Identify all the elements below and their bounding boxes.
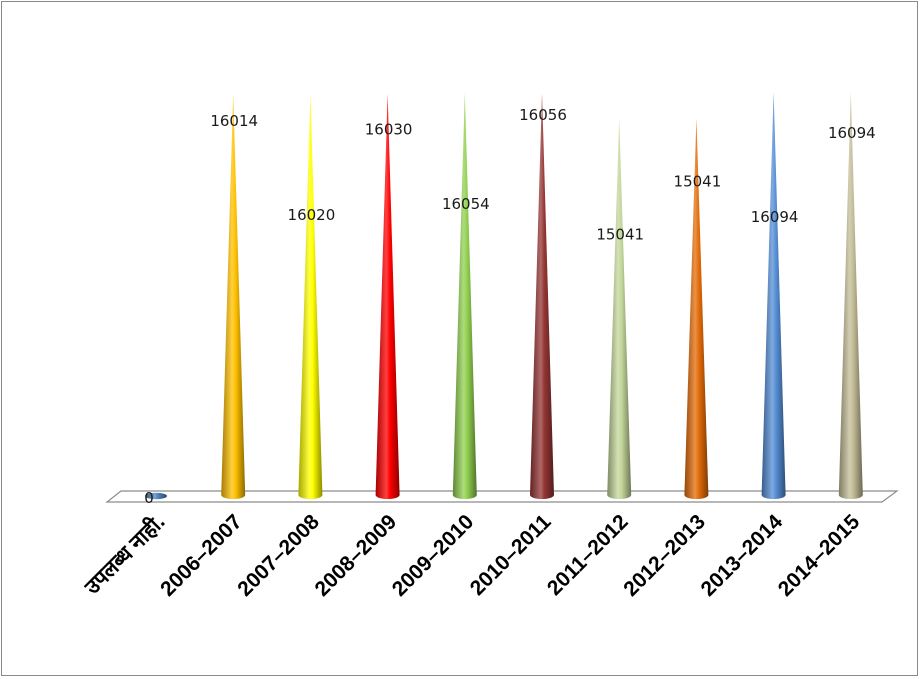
- data-label: 16094: [751, 208, 799, 226]
- x-tick-label: 2012–2013: [619, 510, 710, 601]
- x-tick-labels-layer: उपलब्ध नाही.2006–20072007–20082008–20092…: [79, 509, 865, 601]
- data-label: 16020: [288, 206, 336, 224]
- cone-2013–2014: [762, 92, 786, 499]
- data-label: 15041: [596, 225, 644, 243]
- x-tick-label: 2010–2011: [466, 510, 556, 600]
- data-label: 0: [144, 489, 154, 507]
- cone-2008–2009: [376, 94, 400, 499]
- x-tick-label: 2009–2010: [388, 510, 479, 601]
- x-tick-label: 2006–2007: [156, 510, 247, 601]
- data-label: 15041: [674, 172, 722, 190]
- x-tick-label: 2014–2015: [774, 510, 865, 601]
- x-tick-label: 2008–2009: [311, 510, 402, 601]
- data-label: 16056: [519, 106, 567, 124]
- cone-2007–2008: [298, 94, 322, 499]
- cone-2011–2012: [607, 118, 631, 499]
- data-label: 16054: [442, 195, 490, 213]
- x-tick-label: 2011–2012: [543, 510, 633, 600]
- data-label: 16030: [365, 121, 413, 139]
- cone-2006–2007: [221, 94, 245, 499]
- x-tick-label: 2007–2008: [233, 510, 324, 601]
- cone-2010–2011: [530, 93, 554, 499]
- x-tick-label: उपलब्ध नाही.: [79, 509, 170, 600]
- data-label: 16014: [210, 112, 258, 130]
- cone-2014–2015: [839, 92, 863, 499]
- cone-2009–2010: [453, 93, 477, 499]
- x-tick-label: 2013–2014: [697, 510, 788, 601]
- cones-layer: [145, 92, 863, 499]
- data-label: 16094: [828, 124, 876, 142]
